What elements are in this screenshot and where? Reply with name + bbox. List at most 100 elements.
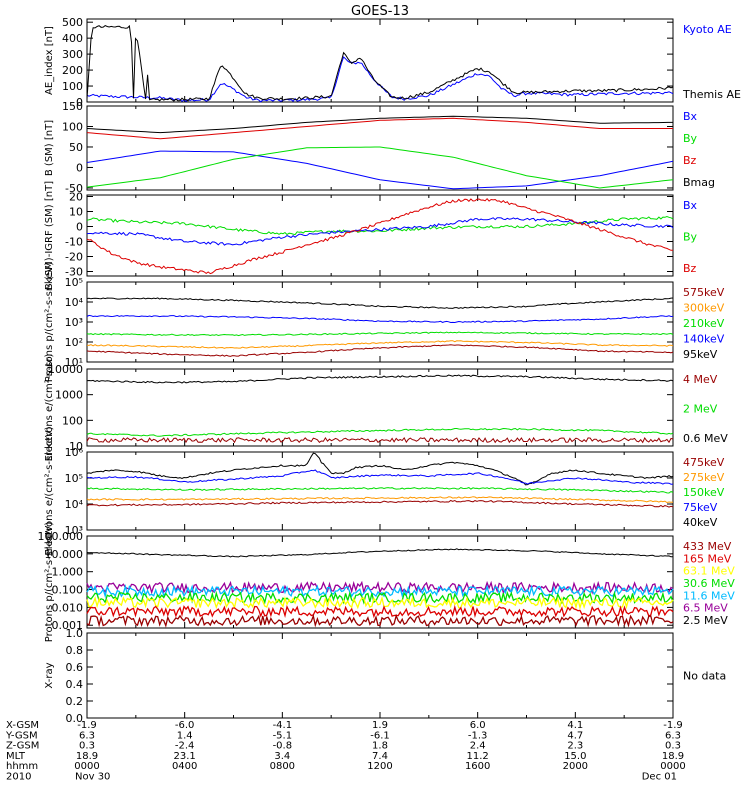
footer-value: 6.3 <box>79 730 95 741</box>
legend-label: 40keV <box>683 516 718 529</box>
legend-label: Bx <box>683 199 698 212</box>
legend-label: 2 MeV <box>683 403 718 416</box>
legend-label: By <box>683 132 698 145</box>
series-line-275kev <box>86 496 674 504</box>
legend-label: By <box>683 231 698 244</box>
y-tick-label: 0.001 <box>52 619 84 632</box>
legend-label: 2.5 MeV <box>683 614 728 627</box>
series-line-300kev <box>86 340 674 349</box>
legend-label: 300keV <box>683 302 725 315</box>
footer-value: 15.0 <box>564 751 586 762</box>
footer-value: 7.4 <box>372 751 388 762</box>
series-line-by <box>86 146 674 189</box>
y-tick-label: 10³ <box>65 524 83 537</box>
y-tick-label: 0.2 <box>66 695 84 708</box>
legend-label: 95keV <box>683 348 718 361</box>
series-line-475kev <box>86 499 674 508</box>
footer-value: 4.7 <box>567 730 583 741</box>
footer-value: 18.9 <box>76 751 98 762</box>
y-tick-label: 0 <box>76 161 83 174</box>
series-line-2-5-mev <box>86 548 673 558</box>
footer-value: 23.1 <box>174 751 196 762</box>
y-tick-label: 0.0 <box>66 712 84 725</box>
series-line-75kev <box>86 469 674 485</box>
footer-value: -2.4 <box>175 741 195 752</box>
series-line-30-6-mev <box>86 590 674 605</box>
y-tick-label: 100.000 <box>38 530 84 543</box>
legend-label: 4 MeV <box>683 373 718 386</box>
y-tick-label: 10⁶ <box>65 446 84 459</box>
legend-label: 275keV <box>683 471 725 484</box>
legend-label: Bx <box>683 110 698 123</box>
footer-value: 2.3 <box>567 741 583 752</box>
footer-value: 11.2 <box>467 751 489 762</box>
footer-value: -4.1 <box>273 720 293 731</box>
y-tick-label: 10² <box>65 336 83 349</box>
y-tick-label: -30 <box>65 266 83 279</box>
panel-4: 10¹ 10² 10³ 10⁴ 10⁵ Protons p/(cm²-s-sr-keV) 5… <box>44 262 725 383</box>
legend-label: 140keV <box>683 333 725 346</box>
y-tick-label: 50 <box>69 141 83 154</box>
y-tick-label: 500 <box>62 16 83 29</box>
legend-label: Bz <box>683 262 697 275</box>
panel-2: -50 0 50 100 150 B (SM) [nT] Bx By Bz Bmag <box>44 100 715 195</box>
panel-frame <box>86 632 674 719</box>
legend-label: 575keV <box>683 286 725 299</box>
footer-value: 1.9 <box>372 720 388 731</box>
series-line-bz <box>86 197 673 275</box>
panel-3: -30 -20 -10 0 10 20 B (SM)-IGRF (SM) [nT] Bx By B… <box>44 181 698 290</box>
y-tick-label: 1000 <box>55 389 83 402</box>
legend-label: 75keV <box>683 501 718 514</box>
footer-value: 2000 <box>563 761 588 772</box>
y-tick-label: 10⁵ <box>65 276 83 289</box>
footer-value: 4.1 <box>567 720 583 731</box>
y-tick-label: 0 <box>76 221 83 234</box>
y-axis-label: Electrons e/(cm²-s-sr-keV) <box>44 426 55 555</box>
y-tick-label: 100 <box>62 80 83 93</box>
series-line-150kev <box>86 487 674 494</box>
legend-label: 475keV <box>683 456 725 469</box>
legend-label: 30.6 MeV <box>683 577 735 590</box>
series-line-kyoto-ae <box>86 56 674 103</box>
y-tick-label: 10000 <box>48 363 83 376</box>
footer-value: 0.3 <box>665 741 681 752</box>
series-line-bmag <box>86 115 673 134</box>
footer-value: 0800 <box>270 761 295 772</box>
y-axis-label: X-ray <box>44 662 55 688</box>
footer-value: 1.8 <box>372 741 388 752</box>
series-line-2-mev <box>86 427 674 437</box>
series-line-575kev <box>86 344 674 357</box>
y-tick-label: 100 <box>62 120 83 133</box>
series-line-40kev <box>86 452 674 486</box>
y-tick-label: 400 <box>62 32 83 45</box>
y-tick-label: 10⁴ <box>65 498 84 511</box>
footer-value: 1200 <box>367 761 392 772</box>
panel-1: 0 100 200 300 400 500 AE_index [nT] Kyoto AE The… <box>44 16 741 109</box>
footer-value: 1600 <box>465 761 490 772</box>
y-axis-label: Protons p/(cm²-s-sr-keV) <box>44 262 55 383</box>
ephemeris-footer: X-GSMY-GSMZ-GSMMLThhmm2010-1.96.30.318.9… <box>5 720 686 783</box>
series-line-95kev <box>86 297 674 309</box>
footer-value: -1.9 <box>77 720 97 731</box>
y-tick-label: 10⁵ <box>65 472 83 485</box>
panel-frame <box>86 194 674 277</box>
footer-value: -6.1 <box>370 730 390 741</box>
y-tick-label: 1.0 <box>66 627 84 640</box>
y-tick-label: 200 <box>62 64 83 77</box>
footer-value: -1.3 <box>468 730 488 741</box>
footer-value: 0.3 <box>79 741 95 752</box>
footer-value: 1.4 <box>177 730 193 741</box>
footer-row-label: MLT <box>6 751 26 762</box>
legend-label: 150keV <box>683 486 725 499</box>
footer-value: 0000 <box>74 761 99 772</box>
footer-row-label: hhmm <box>6 761 38 772</box>
series-line-4-mev <box>86 436 674 444</box>
y-tick-label: 0.010 <box>52 601 84 614</box>
series-line-63-1-mev <box>86 595 674 611</box>
legend-label: Bz <box>683 154 697 167</box>
y-tick-label: 0 <box>76 96 83 109</box>
y-tick-label: 0.8 <box>66 644 84 657</box>
series-line-433-mev <box>86 613 674 628</box>
